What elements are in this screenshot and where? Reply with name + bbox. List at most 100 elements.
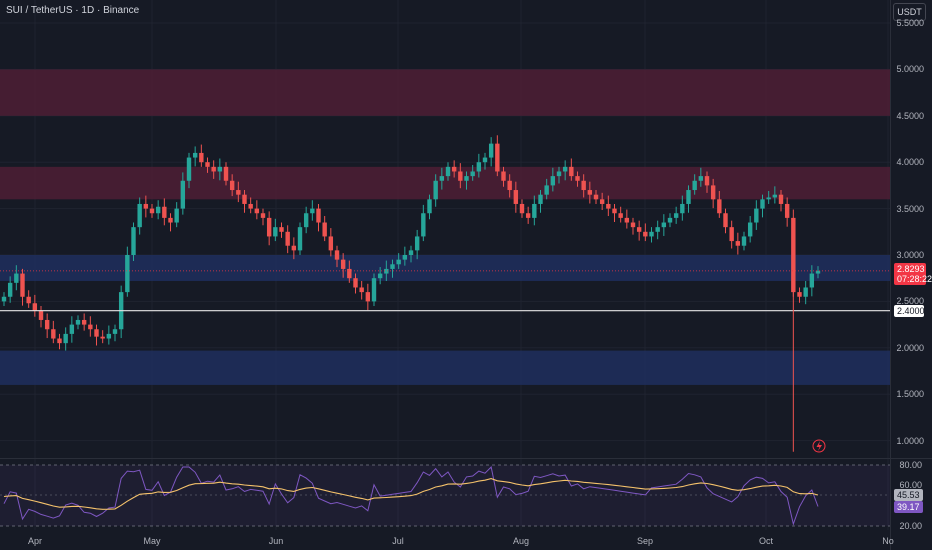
candle: [100, 330, 105, 344]
time-tick-label: Jun: [268, 536, 284, 546]
candle: [667, 213, 673, 228]
support-zone: [0, 255, 890, 281]
candle: [433, 174, 438, 207]
candle: [680, 195, 685, 221]
candle: [470, 164, 475, 181]
candle: [377, 267, 383, 285]
candle: [168, 213, 173, 232]
candle: [174, 202, 179, 228]
candle: [581, 174, 586, 198]
candle: [353, 273, 358, 294]
price-tick-label: 2.5000: [896, 296, 924, 307]
candle: [710, 178, 716, 209]
candle: [587, 181, 593, 204]
candle: [803, 280, 808, 305]
currency-button[interactable]: USDT: [893, 3, 926, 21]
price-tick-label: 2.0000: [896, 342, 924, 353]
candle: [612, 203, 617, 223]
candle: [513, 181, 519, 213]
candle: [550, 167, 556, 192]
candle: [217, 158, 223, 181]
candle: [88, 316, 93, 337]
candle: [316, 203, 321, 232]
current-price-tag: 2.8293 07:28:22: [894, 262, 932, 285]
candle: [260, 208, 266, 226]
candle: [1, 292, 7, 307]
candle: [655, 220, 660, 240]
candle: [26, 290, 31, 308]
rsi-tick-label: 60.00: [899, 480, 922, 491]
candle: [593, 190, 599, 204]
candle: [421, 204, 426, 242]
candle: [556, 166, 562, 184]
candle: [439, 167, 445, 190]
candle: [7, 276, 13, 303]
lightning-icon[interactable]: [812, 439, 826, 453]
candle: [686, 185, 691, 213]
resistance-zone: [0, 166, 890, 200]
symbol-title[interactable]: SUI / TetherUS · 1D · Binance: [6, 5, 140, 16]
candle: [618, 206, 623, 223]
candle: [766, 190, 771, 204]
candle: [57, 333, 62, 350]
candle: [797, 287, 802, 303]
candle: [242, 190, 247, 213]
candle: [143, 195, 149, 218]
time-tick-label: No: [882, 536, 894, 546]
candle: [149, 203, 155, 218]
candle: [476, 153, 482, 178]
candle: [809, 265, 815, 297]
candle: [340, 253, 346, 278]
candle: [791, 209, 796, 297]
candle: [704, 171, 710, 193]
candlestick-series: [1, 135, 821, 351]
candle: [562, 160, 568, 181]
time-tick-label: Jul: [392, 536, 404, 546]
candle: [414, 229, 420, 260]
candle: [112, 324, 118, 342]
candle: [408, 245, 414, 263]
candle: [661, 214, 667, 236]
candle: [273, 218, 278, 242]
candle: [532, 195, 537, 226]
price-tick-label: 5.5000: [896, 18, 924, 28]
time-tick-label: Sep: [636, 536, 654, 546]
candle: [575, 171, 580, 187]
price-tick-label: 3.5000: [896, 203, 924, 214]
rsi-value-tag: 39.17: [894, 501, 923, 513]
candle: [279, 222, 284, 238]
price-tick-label: 1.5000: [896, 389, 924, 400]
candle: [458, 163, 463, 189]
candle: [285, 225, 290, 254]
candle: [303, 206, 309, 234]
candle: [760, 194, 765, 218]
candle: [106, 325, 112, 345]
candle: [334, 245, 340, 268]
candle: [125, 246, 130, 297]
candle: [137, 197, 142, 235]
candle: [20, 268, 25, 306]
countdown-timer: 07:28:22: [897, 273, 932, 284]
resistance-zone: [0, 69, 890, 116]
candle: [192, 146, 198, 167]
candle: [606, 195, 611, 217]
time-tick-label: Aug: [512, 536, 530, 546]
candle: [525, 206, 531, 224]
candle: [69, 316, 75, 343]
candle: [451, 160, 457, 178]
candle: [131, 222, 136, 262]
candle: [729, 220, 734, 249]
candle: [155, 200, 161, 220]
candle: [636, 220, 642, 241]
candle: [248, 197, 253, 214]
candle: [180, 172, 186, 215]
candle: [32, 294, 38, 317]
current-price-value: 2.8293: [897, 263, 925, 274]
candle: [365, 283, 371, 311]
price-tick-label: 4.0000: [896, 157, 924, 168]
candle: [186, 152, 192, 189]
candle: [44, 313, 50, 339]
candle: [347, 260, 352, 283]
candle: [328, 228, 334, 257]
